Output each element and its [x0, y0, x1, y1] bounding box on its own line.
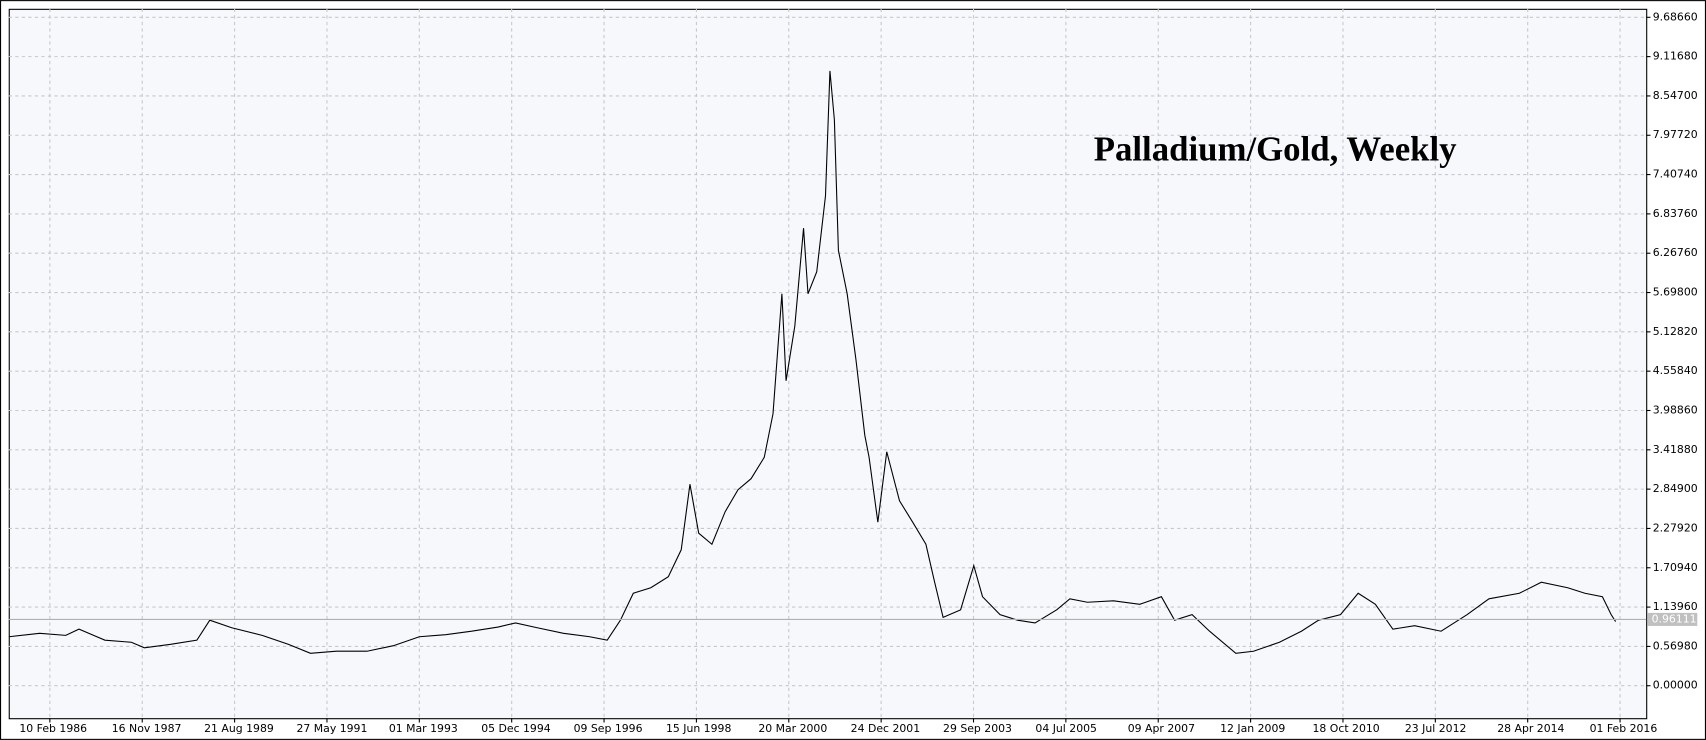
last-price-box — [1647, 612, 1698, 626]
x-tick-label: 21 Aug 1989 — [204, 722, 274, 735]
y-tick-label: 7.40740 — [1653, 168, 1698, 181]
y-tick-label: 8.54700 — [1653, 89, 1698, 102]
x-tick-label: 12 Jan 2009 — [1220, 722, 1285, 735]
x-tick-label: 09 Apr 2007 — [1128, 722, 1195, 735]
y-tick-label: 2.84900 — [1653, 482, 1698, 495]
x-tick-label: 24 Dec 2001 — [851, 722, 920, 735]
x-tick-label: 04 Jul 2005 — [1035, 722, 1097, 735]
y-tick-label: 2.27920 — [1653, 521, 1698, 534]
y-tick-label: 7.97720 — [1653, 128, 1698, 141]
x-tick-label: 23 Jul 2012 — [1405, 722, 1467, 735]
y-tick-label: 6.26760 — [1653, 246, 1698, 259]
x-tick-label: 27 May 1991 — [296, 722, 367, 735]
y-tick-label: 1.70940 — [1653, 561, 1698, 574]
x-tick-label: 09 Sep 1996 — [574, 722, 643, 735]
grid — [8, 8, 1647, 719]
x-tick-label: 18 Oct 2010 — [1313, 722, 1380, 735]
x-tick-label: 29 Sep 2003 — [943, 722, 1012, 735]
x-tick-label: 15 Jun 1998 — [666, 722, 732, 735]
y-tick-label: 1.13960 — [1653, 600, 1698, 613]
y-tick-label: 9.68660 — [1653, 10, 1698, 23]
y-tick-label: 6.83760 — [1653, 207, 1698, 220]
x-tick-label: 05 Dec 1994 — [481, 722, 551, 735]
x-tick-label: 01 Mar 1993 — [389, 722, 458, 735]
y-tick-label: 4.55840 — [1653, 364, 1698, 377]
chart-title: Palladium/Gold, Weekly — [1094, 129, 1457, 168]
line-series — [8, 70, 1617, 654]
x-tick-label: 01 Feb 2016 — [1590, 722, 1658, 735]
x-tick-label: 10 Feb 1986 — [19, 722, 87, 735]
y-tick-label: 0.00000 — [1653, 679, 1698, 692]
x-tick-label: 16 Nov 1987 — [112, 722, 182, 735]
y-tick-label: 9.11680 — [1653, 50, 1698, 63]
y-tick-label: 3.41880 — [1653, 443, 1698, 456]
x-tick-label: 28 Apr 2014 — [1497, 722, 1564, 735]
x-tick-label: 20 Mar 2000 — [758, 722, 827, 735]
y-tick-label: 5.12820 — [1653, 325, 1698, 338]
last-price-label: 0.96111 — [1652, 612, 1697, 625]
y-tick-label: 5.69800 — [1653, 286, 1698, 299]
y-tick-label: 0.56980 — [1653, 639, 1698, 652]
y-tick-label: 3.98860 — [1653, 403, 1698, 416]
